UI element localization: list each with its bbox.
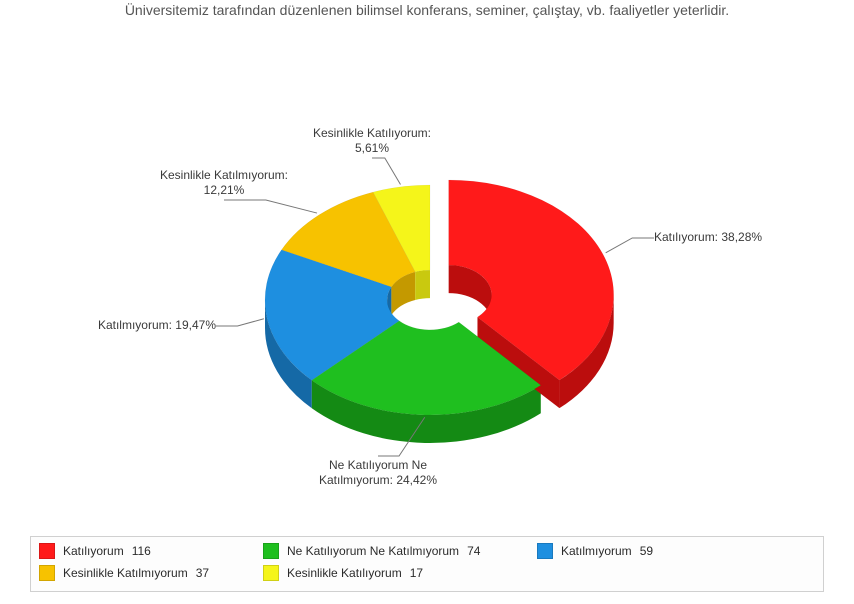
- legend-item: Kesinlikle Katılmıyorum 37: [39, 565, 249, 581]
- legend-label: Ne Katılıyorum Ne Katılmıyorum: [287, 544, 459, 558]
- pie-chart: Katılıyorum: 38,28% Ne Katılıyorum Ne Kat…: [0, 0, 854, 530]
- legend-swatch: [537, 543, 553, 559]
- legend-label: Katılıyorum: [63, 544, 124, 558]
- slice-label-neutral: Ne Katılıyorum Ne Katılmıyorum: 24,42%: [258, 458, 498, 488]
- legend-item: Katılıyorum 116: [39, 543, 249, 559]
- legend-swatch: [263, 543, 279, 559]
- legend-value: 74: [467, 544, 480, 558]
- legend-swatch: [39, 543, 55, 559]
- slice-label-disagree: Katılmıyorum: 19,47%: [98, 318, 216, 333]
- slice-inner: [415, 270, 430, 300]
- legend-item: Katılmıyorum 59: [537, 543, 747, 559]
- legend-item: Ne Katılıyorum Ne Katılmıyorum 74: [263, 543, 523, 559]
- leader-line: [224, 200, 317, 213]
- legend-swatch: [39, 565, 55, 581]
- leader-line: [606, 238, 654, 253]
- legend-label: Katılmıyorum: [561, 544, 632, 558]
- leader-line: [216, 319, 264, 326]
- pie-chart-svg: [0, 0, 854, 530]
- legend-label: Kesinlikle Katılıyorum: [287, 566, 402, 580]
- legend-swatch: [263, 565, 279, 581]
- legend: Katılıyorum 116 Ne Katılıyorum Ne Katılmıy…: [30, 536, 824, 592]
- legend-value: 37: [196, 566, 209, 580]
- legend-value: 17: [410, 566, 423, 580]
- legend-value: 116: [132, 544, 151, 558]
- legend-item: Kesinlikle Katılıyorum 17: [263, 565, 523, 581]
- legend-value: 59: [640, 544, 653, 558]
- legend-row: Katılıyorum 116 Ne Katılıyorum Ne Katılmıy…: [39, 543, 815, 587]
- slice-label-strong_disagree: Kesinlikle Katılmıyorum: 12,21%: [104, 168, 344, 198]
- leader-line: [372, 158, 400, 185]
- legend-label: Kesinlikle Katılmıyorum: [63, 566, 188, 580]
- slice-label-strong_agree: Kesinlikle Katılıyorum: 5,61%: [252, 126, 492, 156]
- slice-label-agree: Katılıyorum: 38,28%: [654, 230, 762, 245]
